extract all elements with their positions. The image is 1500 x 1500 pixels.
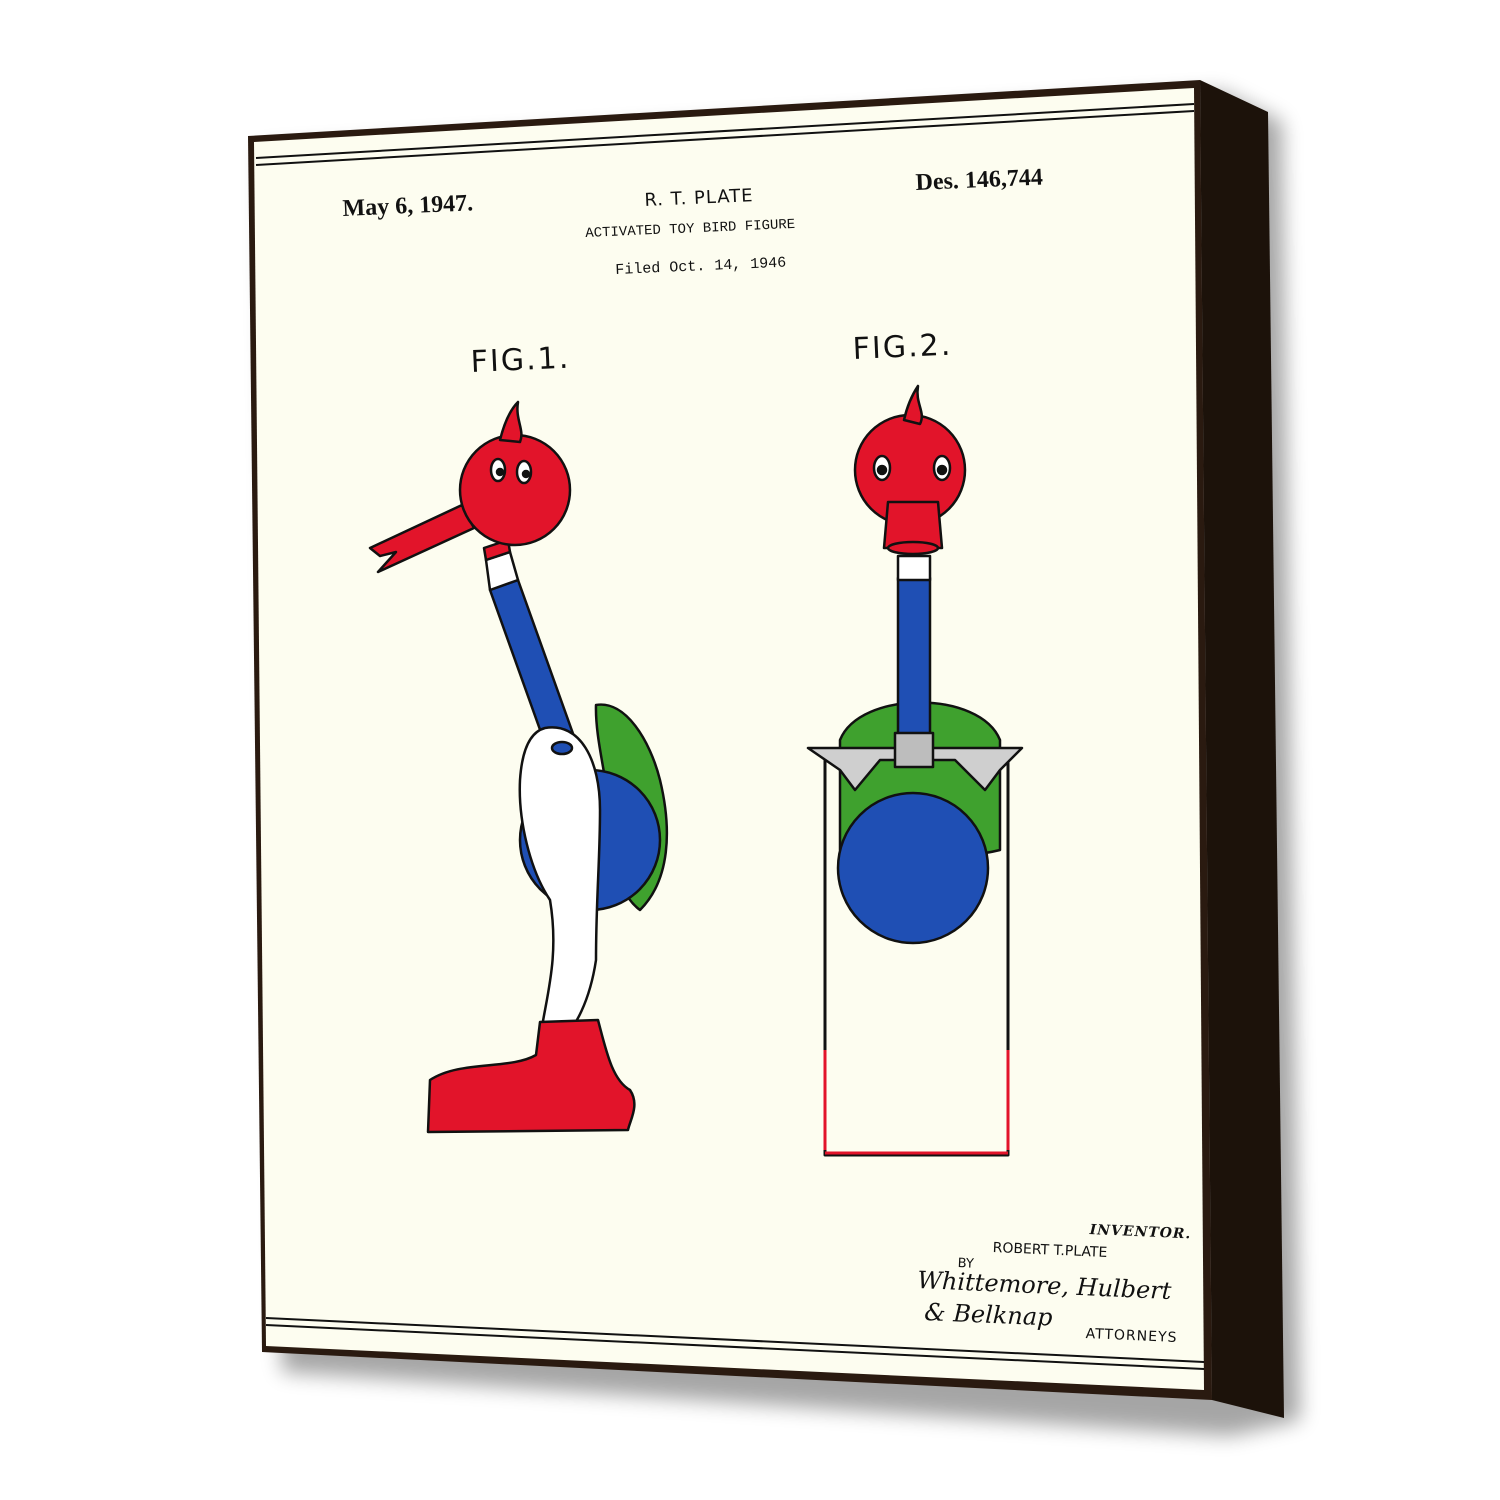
fig2-body: [836, 791, 990, 945]
fig2-snout: [882, 500, 944, 550]
fig2-clamp: [893, 731, 935, 769]
fig1-head: [458, 433, 572, 547]
fig1-label: FIG.1.: [470, 340, 571, 380]
fig1-crest: [498, 400, 523, 444]
frame-side: [1200, 80, 1284, 1418]
fig1-wing-eye: [550, 740, 574, 756]
fig1-foot: [426, 1018, 636, 1134]
top-border-rules: [255, 103, 1195, 166]
fig2-pivot-bar: [806, 746, 1024, 792]
patent-date: May 6, 1947.: [342, 190, 474, 222]
fig2-bird-drawing: [806, 384, 1024, 1157]
fig1-bird-drawing: [368, 400, 669, 1134]
bottom-border-rules: [265, 1317, 1205, 1370]
fig2-neck: [896, 576, 932, 760]
patent-number: Des. 146,744: [915, 164, 1044, 196]
fig2-label: FIG.2.: [852, 327, 953, 367]
attorney-signature-line2: & Belknap: [923, 1298, 1054, 1332]
paper: [254, 88, 1204, 1390]
fig2-crest: [902, 384, 924, 426]
fig2-neck-band: [896, 554, 932, 582]
